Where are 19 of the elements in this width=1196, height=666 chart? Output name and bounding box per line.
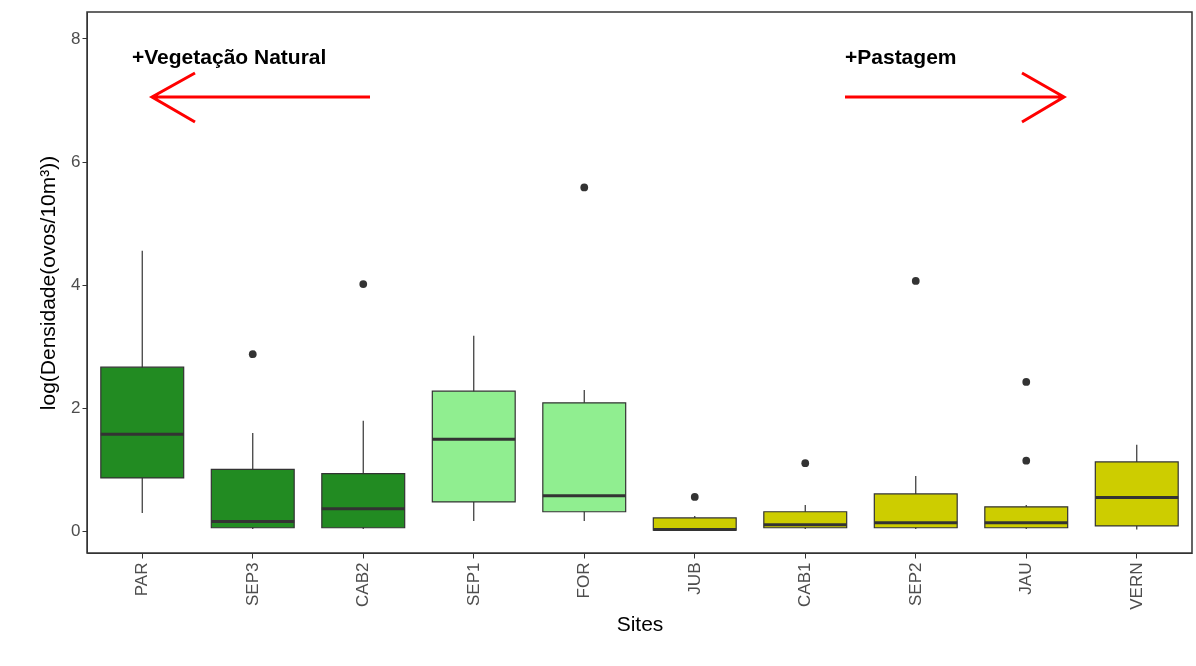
y-tick-label: 2 <box>71 398 81 418</box>
x-tick-label: SEP1 <box>463 562 483 606</box>
y-axis-title: log(Densidade(ovos/10m³)) <box>36 155 60 411</box>
x-tick-label: CAB1 <box>795 562 815 607</box>
x-tick-label: SEP3 <box>242 562 262 606</box>
x-tick-label: PAR <box>132 562 152 597</box>
x-tick-label: JUB <box>684 562 704 595</box>
annotation: +Vegetação Natural <box>132 45 327 68</box>
x-axis-title: Sites <box>616 611 664 635</box>
x-tick-label: FOR <box>574 562 594 599</box>
x-tick-label: JAU <box>1016 562 1036 595</box>
x-tick-label: SEP2 <box>905 562 925 606</box>
y-tick-label: 0 <box>71 521 81 541</box>
x-tick-label: VERN <box>1126 562 1146 610</box>
annotation: +Pastagem <box>845 45 957 68</box>
y-tick-label: 8 <box>71 28 81 48</box>
y-tick-label: 4 <box>71 275 81 295</box>
y-tick-label: 6 <box>71 152 81 172</box>
x-tick-label: CAB2 <box>353 562 373 607</box>
